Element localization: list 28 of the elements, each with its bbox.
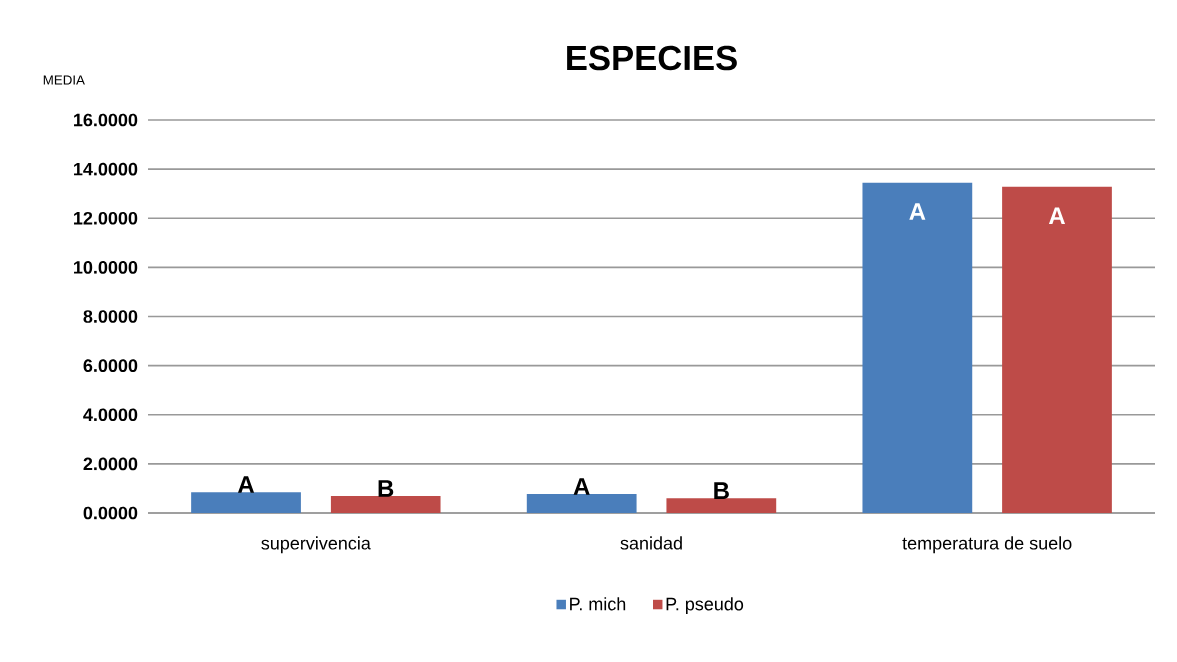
bar [1002, 186, 1112, 513]
bar [666, 498, 777, 513]
data-label: B [378, 480, 394, 497]
x-tick-label: temperatura de suelo [902, 536, 1072, 554]
data-label: A [237, 476, 255, 493]
data-label: A [909, 203, 926, 220]
bar [526, 494, 637, 513]
y-tick-label: 4.0000 [83, 408, 138, 422]
data-label: B [714, 482, 729, 499]
bar [330, 496, 441, 513]
y-tick-label: 12.0000 [74, 211, 138, 225]
chart-title: ESPECIES [567, 45, 737, 71]
bar [862, 182, 973, 513]
data-label: A [573, 478, 590, 495]
y-tick-label: 14.0000 [74, 162, 138, 176]
legend-label: P. pseudo [666, 597, 744, 614]
x-tick-label: supervivencia [261, 536, 371, 554]
y-tick-label: 0.0000 [83, 506, 138, 520]
y-tick-label: 6.0000 [83, 359, 138, 372]
bar [191, 492, 301, 513]
y-tick-label: 8.0000 [83, 310, 138, 323]
y-tick-label: 2.0000 [83, 457, 138, 471]
y-tick-label: 16.0000 [74, 113, 138, 127]
x-tick-label: sanidad [620, 536, 682, 550]
y-axis-title: MEDIA [43, 75, 85, 85]
y-tick-label: 10.0000 [74, 261, 138, 274]
legend-label: P. mich [570, 597, 626, 611]
data-label: A [1048, 207, 1066, 225]
